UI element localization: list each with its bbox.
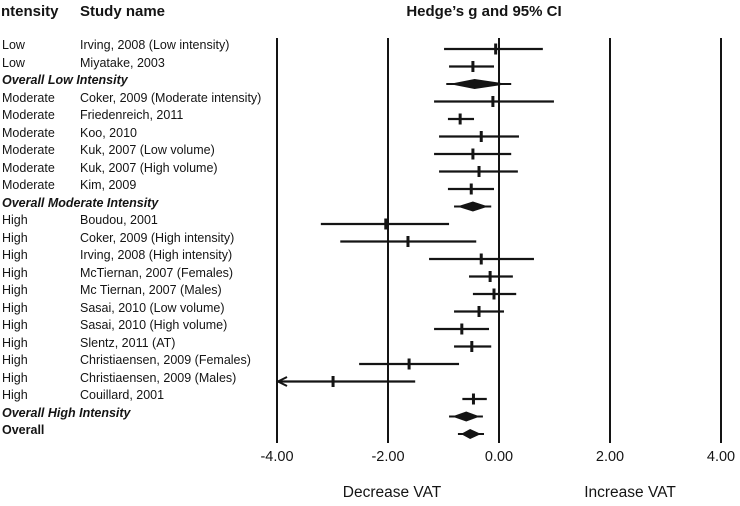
- x-tick-label: 4.00: [706, 449, 736, 465]
- study-name-label: Coker, 2009 (Moderate intensity): [80, 90, 262, 105]
- study-name-label: Mc Tiernan, 2007 (Males): [80, 283, 222, 297]
- intensity-label: High: [2, 283, 28, 297]
- ci-truncation-arrow-left: [275, 376, 288, 387]
- x-tick-label: 2.00: [595, 449, 625, 465]
- x-tick-label: -2.00: [371, 449, 405, 465]
- summary-label: Overall: [2, 423, 45, 437]
- intensity-label: Moderate: [2, 125, 55, 140]
- study-name-label: Kim, 2009: [80, 178, 137, 192]
- intensity-label: Low: [2, 55, 25, 70]
- axis-label-decrease-vat: Decrease VAT: [342, 484, 442, 501]
- intensity-label: Moderate: [2, 178, 55, 192]
- summary-diamond: [452, 411, 480, 422]
- study-name-label: Sasai, 2010 (High volume): [80, 318, 228, 332]
- intensity-label: High: [2, 370, 28, 385]
- summary-diamond: [457, 201, 489, 212]
- column-header-study-name: Study name: [80, 3, 166, 20]
- study-name-label: Friedenreich, 2011: [80, 108, 184, 122]
- study-name-label: Christiaensen, 2009 (Females): [80, 353, 251, 367]
- intensity-label: Low: [2, 38, 25, 52]
- column-header-intensity: ntensity: [1, 3, 59, 20]
- intensity-label: Moderate: [2, 160, 55, 175]
- study-name-label: Boudou, 2001: [80, 213, 158, 227]
- intensity-label: High: [2, 213, 28, 227]
- study-name-label: Sasai, 2010 (Low volume): [80, 300, 225, 315]
- intensity-label: Moderate: [2, 143, 55, 157]
- summary-diamond: [449, 79, 509, 89]
- summary-diamond: [460, 429, 482, 439]
- study-name-label: Kuk, 2007 (Low volume): [80, 143, 215, 157]
- intensity-label: High: [2, 230, 28, 245]
- study-name-label: Christiaensen, 2009 (Males): [80, 370, 237, 385]
- summary-label: Overall Low Intensity: [2, 73, 128, 87]
- study-name-label: Coker, 2009 (High intensity): [80, 230, 235, 245]
- study-name-label: Irving, 2008 (Low intensity): [80, 38, 230, 52]
- intensity-label: High: [2, 265, 28, 280]
- intensity-label: Moderate: [2, 90, 55, 105]
- plot-title: Hedge’s g and 95% CI: [406, 3, 562, 20]
- axis-label-increase-vat: Increase VAT: [584, 484, 676, 501]
- study-name-label: McTiernan, 2007 (Females): [80, 265, 234, 280]
- study-name-label: Miyatake, 2003: [80, 55, 165, 70]
- study-name-label: Kuk, 2007 (High volume): [80, 160, 218, 175]
- intensity-label: Moderate: [2, 108, 55, 122]
- summary-label: Overall High Intensity: [2, 405, 131, 420]
- intensity-label: High: [2, 335, 28, 350]
- intensity-label: High: [2, 353, 28, 367]
- intensity-label: High: [2, 248, 28, 262]
- intensity-label: High: [2, 318, 28, 332]
- summary-label: Overall Moderate Intensity: [2, 195, 159, 210]
- intensity-label: High: [2, 300, 28, 315]
- x-tick-label: 0.00: [484, 449, 514, 465]
- study-name-label: Slentz, 2011 (AT): [80, 335, 176, 350]
- x-tick-label: -4.00: [260, 449, 294, 465]
- study-name-label: Irving, 2008 (High intensity): [80, 248, 233, 262]
- study-name-label: Couillard, 2001: [80, 388, 165, 402]
- intensity-label: High: [2, 388, 28, 402]
- study-name-label: Koo, 2010: [80, 125, 137, 140]
